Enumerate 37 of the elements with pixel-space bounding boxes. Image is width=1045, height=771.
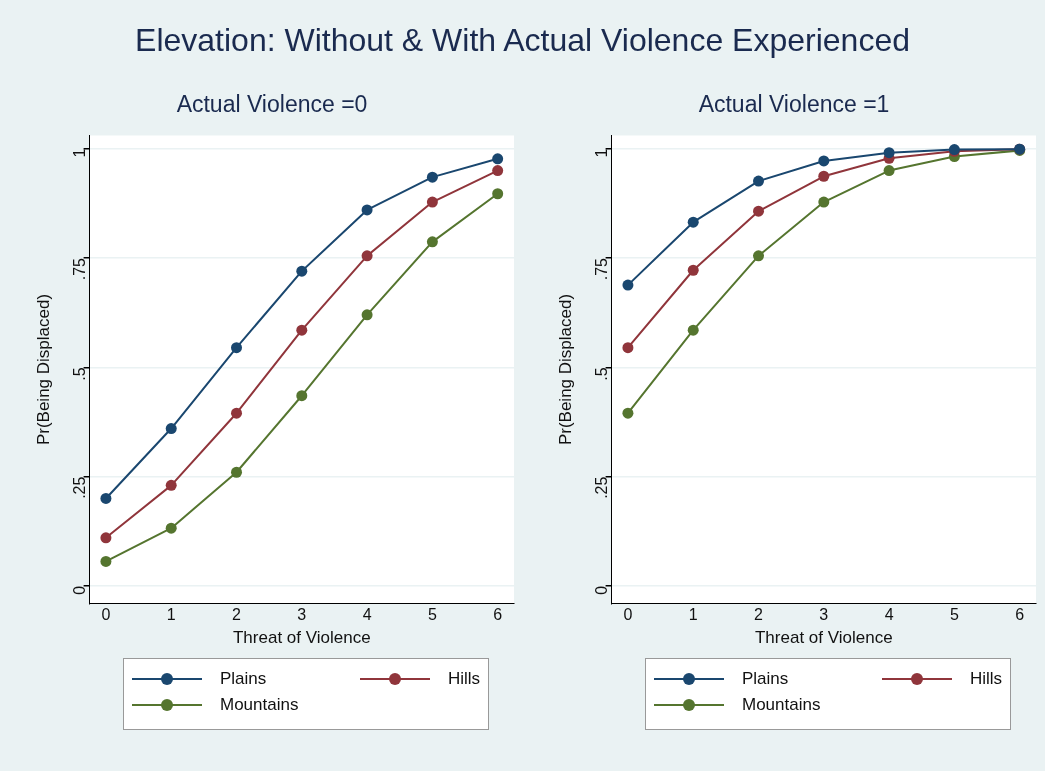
- text: Elevation: Without & With Actual Violence Experienced: [134, 22, 911, 59]
- y-tick-label: .75: [71, 257, 89, 281]
- y-axis-title: Pr(Being Displaced): [555, 293, 575, 446]
- x-axis-title: Threat of Violence: [754, 628, 893, 648]
- x-tick-label: 3: [819, 606, 829, 624]
- chart-title: Actual Violence =0: [176, 91, 368, 118]
- y-tick-label: 0: [71, 585, 89, 595]
- x-tick-label: 4: [884, 606, 894, 624]
- y-tick-label: .25: [593, 476, 611, 499]
- y-tick-label: .5: [71, 367, 89, 381]
- legend-label: Hills: [969, 669, 1002, 689]
- y-axis-title: Pr(Being Displaced): [33, 293, 53, 446]
- legend-label: Mountains: [742, 695, 821, 715]
- x-tick-label: 1: [688, 606, 698, 624]
- legend-label: Plains: [220, 669, 267, 689]
- x-tick-label: 0: [623, 606, 633, 624]
- y-tick-label: 1: [71, 148, 89, 158]
- x-tick-label: 5: [949, 606, 959, 624]
- x-axis-title: Threat of Violence: [232, 628, 371, 648]
- x-tick-label: 6: [1015, 606, 1025, 624]
- y-tick-label: 0: [593, 585, 611, 595]
- x-tick-label: 5: [427, 606, 437, 624]
- x-tick-label: 0: [101, 606, 111, 624]
- y-tick-label: .5: [593, 367, 611, 381]
- legend-label: Mountains: [220, 695, 299, 715]
- legend-label: Plains: [742, 669, 789, 689]
- x-tick-label: 2: [232, 606, 242, 624]
- y-tick-label: .75: [593, 257, 611, 281]
- x-tick-label: 6: [493, 606, 503, 624]
- x-tick-label: 1: [166, 606, 176, 624]
- y-tick-label: .25: [71, 476, 89, 499]
- x-tick-label: 3: [297, 606, 307, 624]
- x-tick-label: 4: [362, 606, 372, 624]
- chart-title: Actual Violence =1: [698, 91, 890, 118]
- y-tick-label: 1: [593, 148, 611, 158]
- x-tick-label: 2: [754, 606, 764, 624]
- legend-label: Hills: [447, 669, 480, 689]
